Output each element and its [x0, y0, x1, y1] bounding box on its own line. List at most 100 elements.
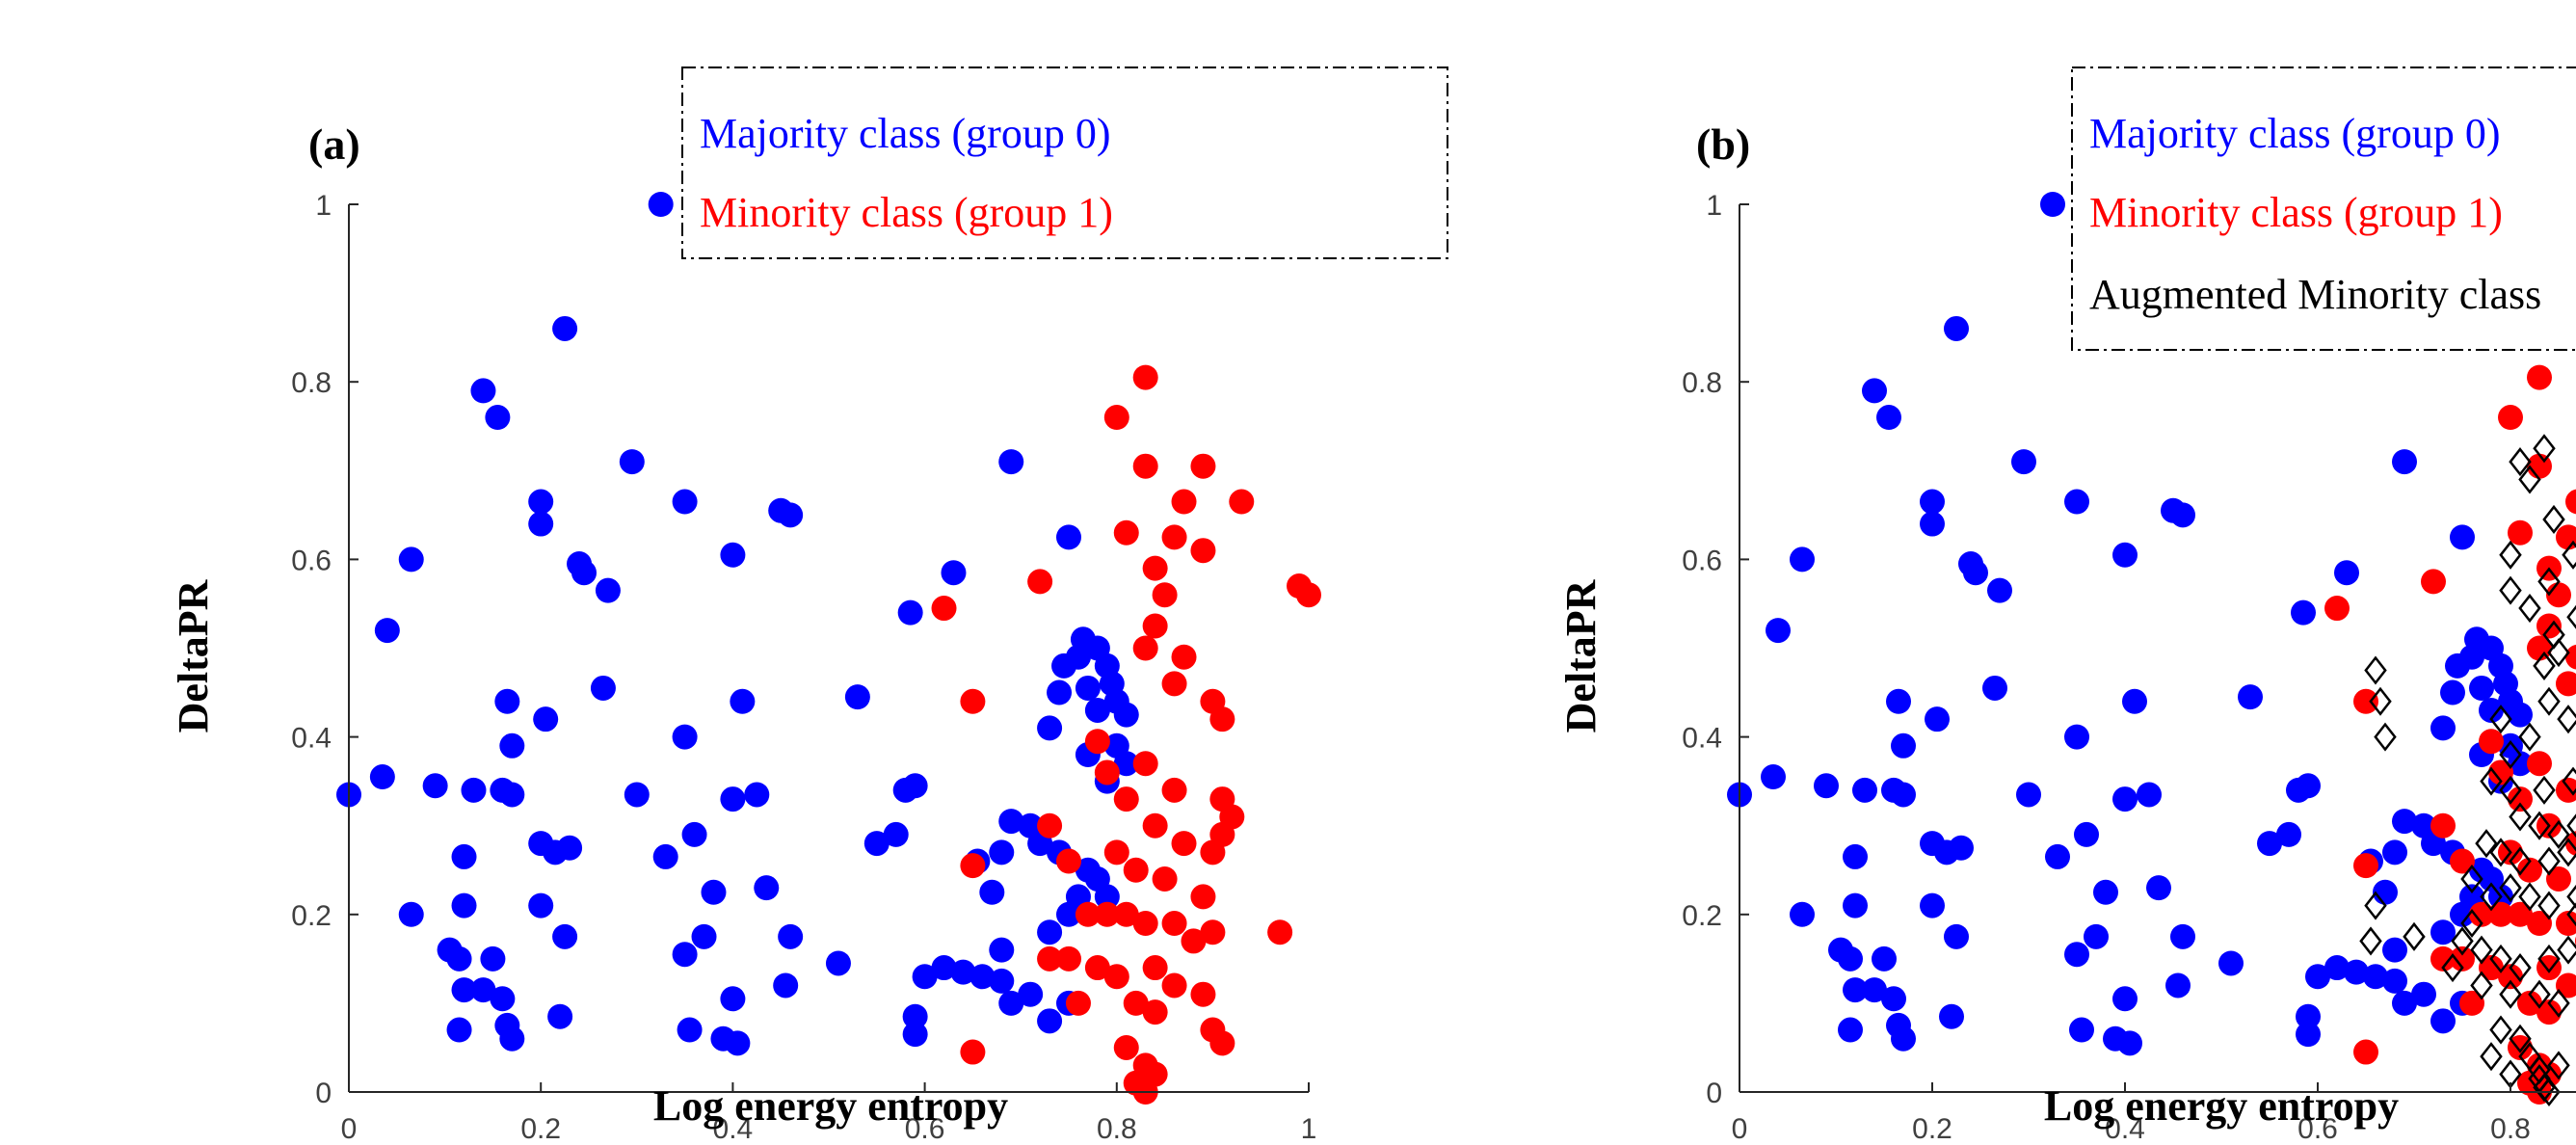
- minority-point-b-26: [2488, 759, 2513, 786]
- majority-point-a-26: [499, 732, 525, 759]
- minority-point-a-3: [1132, 453, 1158, 479]
- legend-entry-minority-b: Minority class (group 1): [2089, 189, 2503, 236]
- majority-point-a-12: [571, 560, 598, 586]
- majority-point-b-108: [2430, 919, 2456, 945]
- points-a: [336, 192, 1321, 1105]
- legend-box-b: [2071, 67, 2576, 351]
- minority-point-a-42: [1113, 901, 1139, 927]
- majority-point-a-64: [446, 1017, 472, 1043]
- majority-point-a-69: [720, 986, 746, 1012]
- majority-point-b-6: [1920, 489, 1945, 515]
- majority-point-b-5: [2064, 489, 2089, 515]
- minority-point-b-42: [2508, 901, 2533, 927]
- majority-point-a-18: [941, 560, 967, 586]
- augmented-point-b-74: [2460, 908, 2483, 939]
- x-axis-title-b: Log energy entropy: [2044, 1082, 2399, 1130]
- augmented-point-b-50: [2359, 926, 2382, 956]
- majority-point-b-87: [2430, 715, 2456, 741]
- majority-point-a-76: [969, 964, 996, 990]
- majority-point-a-30: [461, 777, 487, 803]
- augmented-point-b-41: [2460, 864, 2483, 893]
- minority-point-a-43: [1132, 911, 1158, 937]
- majority-point-b-96: [2508, 702, 2533, 728]
- majority-point-a-72: [902, 1022, 928, 1048]
- y-tick-label-a-5: 1: [315, 190, 332, 222]
- minority-point-b-43: [2527, 911, 2552, 937]
- augmented-point-b-3: [2542, 504, 2565, 534]
- augmented-point-b-7: [2499, 575, 2522, 605]
- majority-point-b-83: [2392, 809, 2417, 835]
- augmented-point-b-26: [2533, 775, 2556, 805]
- minority-point-b-22: [2527, 751, 2552, 777]
- majority-point-a-109: [1056, 901, 1081, 927]
- minority-point-b-54: [2459, 990, 2484, 1016]
- minority-point-a-32: [1200, 839, 1226, 865]
- minority-point-b-17: [2565, 644, 2576, 670]
- majority-point-a-83: [998, 809, 1024, 835]
- augmented-point-b-37: [2509, 846, 2532, 876]
- majority-point-a-22: [533, 706, 559, 732]
- minority-point-a-54: [1065, 990, 1091, 1016]
- majority-point-a-24: [844, 684, 870, 710]
- majority-point-a-3: [485, 405, 511, 431]
- majority-point-a-13: [595, 577, 621, 603]
- majority-point-b-4: [2011, 449, 2036, 475]
- minority-point-b-56: [2536, 999, 2562, 1025]
- minority-point-a-35: [1103, 839, 1129, 865]
- majority-point-b-63: [1891, 1025, 1916, 1052]
- majority-point-b-53: [1838, 945, 1863, 972]
- majority-point-b-56: [2084, 923, 2109, 949]
- panel-label-a: (a): [308, 120, 360, 169]
- minority-point-b-37: [2546, 865, 2571, 892]
- majority-point-a-21: [494, 688, 520, 714]
- majority-point-a-82: [979, 879, 1005, 905]
- y-tick-label-b-4: 0.8: [1682, 367, 1722, 399]
- majority-point-b-51: [1790, 901, 1815, 927]
- majority-point-b-58: [2218, 950, 2244, 976]
- minority-point-a-48: [1056, 945, 1081, 972]
- minority-point-a-14: [931, 596, 957, 622]
- legend-entry-majority-a: Majority class (group 0): [700, 110, 1110, 157]
- majority-point-b-71: [2296, 1003, 2321, 1029]
- minority-point-a-33: [1037, 812, 1063, 839]
- majority-point-b-0: [2040, 192, 2065, 217]
- augmented-point-b-45: [2537, 891, 2561, 920]
- y-tick-label-a-4: 0.8: [291, 367, 332, 399]
- majority-point-a-65: [547, 1003, 573, 1029]
- x-tick-label-a-1: 0.2: [520, 1113, 561, 1145]
- majority-point-b-17: [2450, 524, 2475, 550]
- majority-point-b-49: [1944, 923, 1969, 949]
- minority-point-a-21: [960, 688, 986, 714]
- augmented-point-b-8: [2518, 594, 2541, 624]
- majority-point-a-1: [552, 315, 578, 341]
- majority-point-b-28: [1761, 764, 1786, 790]
- majority-point-b-60: [1862, 977, 1887, 1003]
- y-tick-label-b-1: 0.2: [1682, 900, 1722, 932]
- majority-point-b-15: [1766, 618, 1791, 644]
- augmented-point-b-46: [2566, 884, 2576, 909]
- majority-point-a-66: [677, 1017, 703, 1043]
- augmented-point-b-53: [2489, 944, 2512, 973]
- majority-point-a-16: [998, 449, 1024, 475]
- majority-point-a-55: [672, 942, 698, 968]
- minority-point-b-8: [2421, 569, 2446, 595]
- minority-point-a-1: [1103, 405, 1129, 431]
- majority-point-a-63: [499, 1025, 525, 1052]
- minority-point-b-52: [2556, 972, 2576, 999]
- augmented-point-b-43: [2499, 873, 2522, 903]
- minority-point-b-1: [2498, 405, 2523, 431]
- majority-point-b-13: [1987, 577, 2012, 603]
- minority-point-b-6: [2556, 524, 2576, 550]
- majority-point-a-28: [369, 764, 395, 790]
- majority-point-b-22: [1925, 706, 1950, 732]
- y-tick-label-b-3: 0.6: [1682, 545, 1722, 576]
- majority-point-b-35: [2137, 782, 2162, 808]
- augmented-point-b-12: [2533, 651, 2556, 680]
- majority-point-b-39: [2257, 831, 2282, 857]
- augmented-point-b-4: [2499, 540, 2522, 570]
- majority-point-b-43: [1949, 835, 1974, 861]
- majority-point-a-74: [931, 955, 957, 981]
- augmented-point-b-63: [2489, 1015, 2512, 1045]
- augmented-point-b-18: [2489, 705, 2512, 734]
- majority-point-b-79: [2411, 981, 2436, 1007]
